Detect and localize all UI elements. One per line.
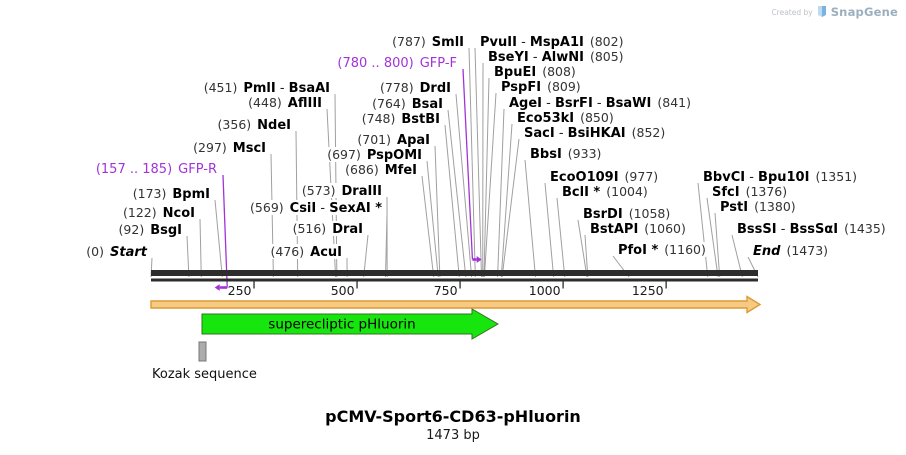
ruler-tick-label: 750 [434, 283, 458, 298]
site-label: SfcI (1376) [712, 184, 788, 200]
site-callout-line [483, 77, 490, 278]
site-callout-line [544, 182, 555, 278]
plasmid-length: 1473 bp [426, 428, 480, 443]
site-label: (297) MscI [193, 140, 266, 156]
site-callout-line [577, 219, 588, 278]
site-label: PvuII - MspA1I (802) [480, 34, 624, 50]
watermark-created-by: Created by [771, 7, 813, 17]
kozak-label: Kozak sequence [152, 367, 257, 382]
primer-arrowhead [214, 284, 220, 291]
ruler-tick-label: 1250 [632, 283, 664, 298]
site-callout-line [556, 197, 566, 278]
ruler-tick-label: 500 [331, 283, 355, 298]
site-callout-line [714, 212, 721, 278]
site-callout-line [444, 124, 460, 278]
site-callout-line [483, 92, 497, 278]
site-label: (569) CsiI - SexAI * [250, 200, 382, 216]
site-callout-line [426, 160, 439, 278]
primer-callout-line [462, 68, 474, 260]
site-callout-line [199, 218, 202, 278]
site-label: (701) ApaI [357, 132, 430, 148]
site-label: AgeI - BsrFI - BsaWI (841) [509, 95, 691, 111]
map-axis [151, 270, 758, 276]
site-callout-line [214, 199, 223, 278]
site-callout-line [474, 47, 483, 278]
site-callout-line [500, 123, 513, 278]
ruler-tick-label: 250 [228, 283, 252, 298]
site-label: (173) BpmI [132, 186, 210, 202]
site-label: (573) DraIII [301, 183, 382, 199]
site-label: BstAPI (1060) [590, 221, 686, 237]
site-label: BbvCI - Bpu10I (1351) [703, 169, 858, 185]
primer-label: (780 .. 800) GFP-F [337, 55, 457, 71]
site-label: PfoI * (1160) [618, 242, 706, 258]
site-callout-line [434, 145, 441, 278]
site-label: PstI (1380) [720, 199, 796, 215]
site-label: PspFI (809) [501, 79, 581, 95]
site-label: EcoO109I (977) [550, 169, 659, 185]
site-label: (697) PspOMI [327, 147, 422, 163]
site-callout-line [706, 197, 719, 278]
site-label: End (1473) [753, 243, 829, 259]
watermark-brand: SnapGene [830, 5, 898, 19]
site-callout-line [501, 138, 520, 278]
site-label: (516) DraI [292, 221, 363, 237]
site-label: BssSI - BssSαI (1435) [737, 221, 886, 237]
site-label: (92) BsgI [118, 222, 182, 238]
primer-callout-line [222, 174, 228, 288]
map-axis-lower [151, 278, 758, 282]
site-label: BpuEI (808) [494, 64, 576, 80]
site-callout-line [524, 159, 536, 278]
site-label: (748) BstBI [361, 111, 440, 127]
site-callout-line [468, 47, 476, 278]
site-label: SacI - BsiHKAI (852) [524, 125, 666, 141]
site-label: (686) MfeI [345, 162, 417, 178]
site-label: (451) PmlI - BsaAI [203, 80, 330, 96]
site-label: BclI * (1004) [562, 184, 648, 200]
site-callout-line [697, 182, 709, 278]
plasmid-title-block: pCMV-Sport6-CD63-pHluorin 1473 bp [0, 407, 906, 443]
cds-label: superecliptic pHluorin [268, 317, 415, 333]
site-label: Eco53kI (850) [517, 110, 614, 126]
site-label: (356) NdeI [217, 117, 291, 133]
snapgene-flag-icon [817, 6, 826, 17]
site-callout-line [421, 175, 435, 278]
cds-arrow [201, 308, 500, 340]
site-callout-line [497, 108, 505, 278]
snapgene-watermark: Created by SnapGene [771, 5, 898, 19]
site-label: BseYI - AlwNI (805) [488, 49, 624, 65]
kozak-marker [198, 341, 207, 362]
site-callout-line [455, 93, 473, 278]
plasmid-name: pCMV-Sport6-CD63-pHluorin [325, 407, 581, 426]
site-label: (0) Start [86, 244, 147, 260]
site-label: (764) BsaI [372, 96, 443, 112]
site-label: (778) DrdI [380, 80, 451, 96]
site-label: (787) SmlI [392, 34, 464, 50]
site-callout-line [447, 109, 467, 278]
ruler-tick-label: 1000 [529, 283, 561, 298]
backbone-arrow [150, 295, 762, 314]
site-label: (122) NcoI [123, 205, 195, 221]
primer-label: (157 .. 185) GFP-R [95, 161, 217, 177]
primer-arrowhead [476, 256, 482, 263]
site-label: (448) AflIII [248, 95, 322, 111]
site-label: BbsI (933) [530, 146, 602, 162]
site-label: (476) AcuI [270, 244, 342, 260]
site-label: BsrDI (1058) [583, 206, 671, 222]
